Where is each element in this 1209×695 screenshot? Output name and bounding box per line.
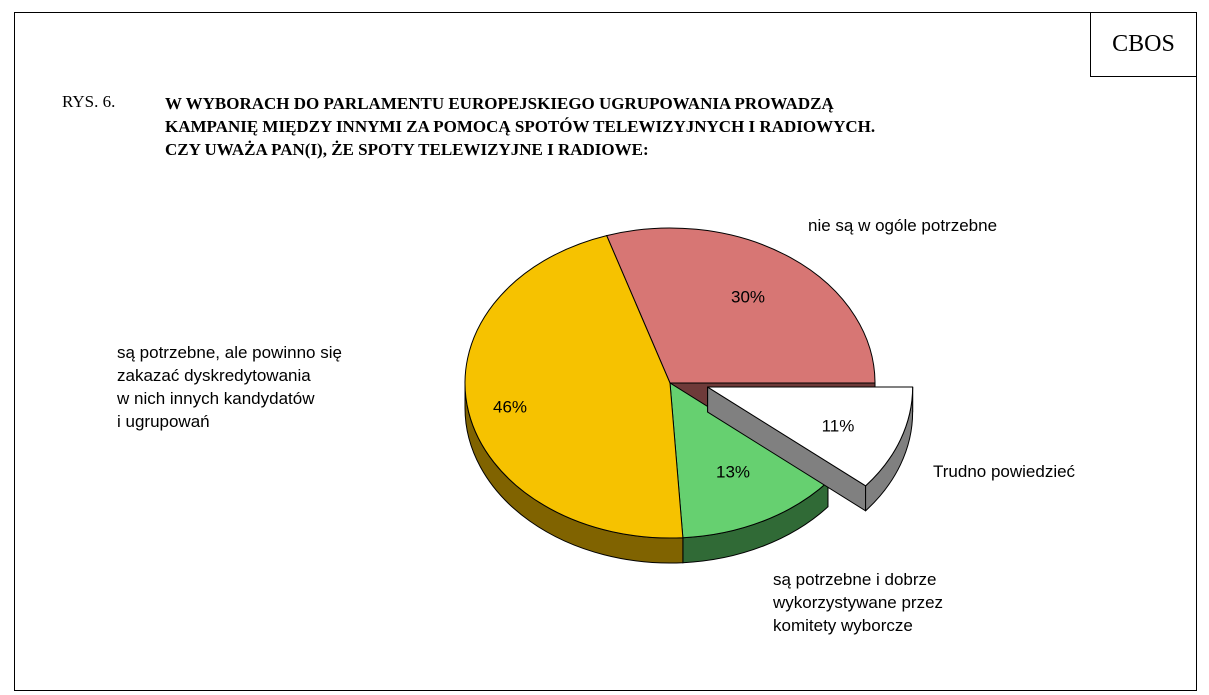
frame — [14, 12, 1197, 691]
slice — [464, 235, 684, 539]
figure-number: RYS. 6. — [62, 92, 116, 111]
data-label: 30% — [731, 287, 765, 306]
slice — [606, 227, 876, 384]
slice — [707, 386, 914, 487]
category-label: są potrzebne, ale powinno się zakazać dy… — [117, 343, 342, 431]
category-label: Trudno powiedzieć — [933, 462, 1076, 481]
data-label: 11% — [822, 416, 855, 435]
chart-title: W WYBORACH DO PARLAMENTU EUROPEJSKIEGO U… — [165, 94, 876, 159]
slice — [669, 382, 829, 539]
category-label: nie są w ogóle potrzebne — [808, 216, 998, 235]
data-label: 46% — [493, 397, 527, 416]
brand: CBOS — [1090, 12, 1197, 77]
category-label: są potrzebne i dobrze wykorzystywane prz… — [773, 570, 944, 635]
data-label: 13% — [716, 462, 750, 481]
